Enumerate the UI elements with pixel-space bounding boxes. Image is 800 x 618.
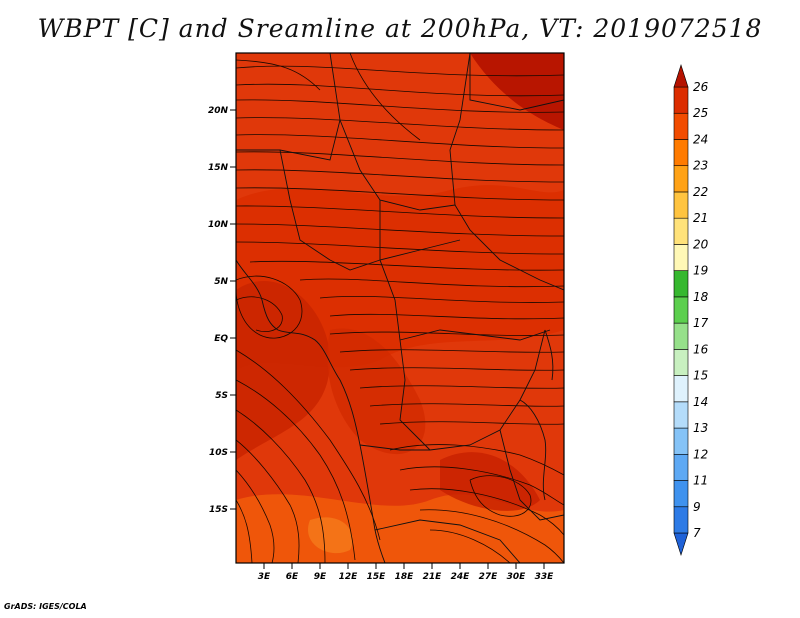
colorbar-label: 20 [693,237,709,251]
colorbar-label: 26 [693,80,709,94]
lon-tick-label: 3E [258,572,271,582]
wbpt-shading [236,53,564,563]
lat-tick-label: 15N [208,163,229,173]
plot-frame [235,52,565,564]
lon-tick-label: 18E [395,572,415,582]
colorbar-swatch [673,217,689,245]
colorbar-swatch [673,112,689,140]
colorbar-label: 18 [693,290,709,304]
lon-tick-label: 33E [535,572,555,582]
streamlines [236,53,564,563]
colorbar-swatch [673,453,689,481]
grads-credit: GrADS: IGES/COLA [4,602,87,611]
colorbar-swatch [673,401,689,429]
colorbar-swatch [673,322,689,350]
colorbar-label: 22 [693,185,708,199]
colorbar-label: 14 [693,395,708,409]
colorbar-label: 11 [693,474,708,488]
lon-tick-label: 6E [286,572,299,582]
lat-tick-label: EQ [214,334,228,344]
colorbar-swatch [673,139,689,167]
colorbar-label: 9 [693,500,701,514]
map-title: WBPT [C] and Sreamline at 200hPa, VT: 20… [37,14,763,43]
colorbar-label: 12 [693,447,708,461]
colorbar-swatch [673,244,689,271]
colorbar-swatch [673,427,689,455]
colorbar-swatch [673,349,689,376]
colorbar-label: 15 [693,369,708,383]
lon-axis: 3E 6E 9E 12E 15E 18E 21E 24E 27E 30E 33E [258,563,554,582]
lon-tick-label: 21E [423,572,443,582]
lat-tick-label: 10S [209,448,228,458]
colorbar-label: 21 [693,211,708,225]
lat-tick-label: 5N [214,277,228,287]
colorbar-label: 25 [693,106,708,120]
colorbar-label: 17 [693,316,709,330]
colorbar-swatch [673,296,689,324]
colorbar-swatch [673,191,689,219]
colorbar-swatch [673,86,689,114]
colorbar-label: 24 [693,132,708,146]
colorbar-swatch [673,480,689,508]
lat-tick-label: 10N [208,220,229,230]
lat-axis: 20N 15N 10N 5N EQ 5S 10S 15S [208,106,236,515]
colorbar-label: 7 [693,526,701,540]
lon-tick-label: 15E [367,572,387,582]
lat-tick-label: 15S [209,505,228,515]
colorbar-swatch [673,375,689,403]
colorbar-swatch [673,165,689,193]
lat-tick-label: 20N [208,106,229,116]
lon-tick-label: 30E [507,572,527,582]
colorbar-swatch [673,270,689,298]
colorbar-label: 23 [693,159,708,173]
colorbar-max-triangle [673,64,689,88]
colorbar-label: 19 [693,264,708,278]
colorbar-label: 13 [693,421,708,435]
country-borders [236,53,564,563]
lon-tick-label: 24E [451,572,471,582]
lon-tick-label: 12E [339,572,359,582]
lon-tick-label: 9E [314,572,327,582]
colorbar: 7 9 11 12 13 14 15 16 17 18 19 20 21 22 23 24 25 26 [673,64,709,556]
lat-tick-label: 5S [215,391,228,401]
lon-tick-label: 27E [479,572,499,582]
colorbar-label: 16 [693,342,709,356]
colorbar-min-triangle [673,532,689,556]
colorbar-swatch [673,506,689,534]
